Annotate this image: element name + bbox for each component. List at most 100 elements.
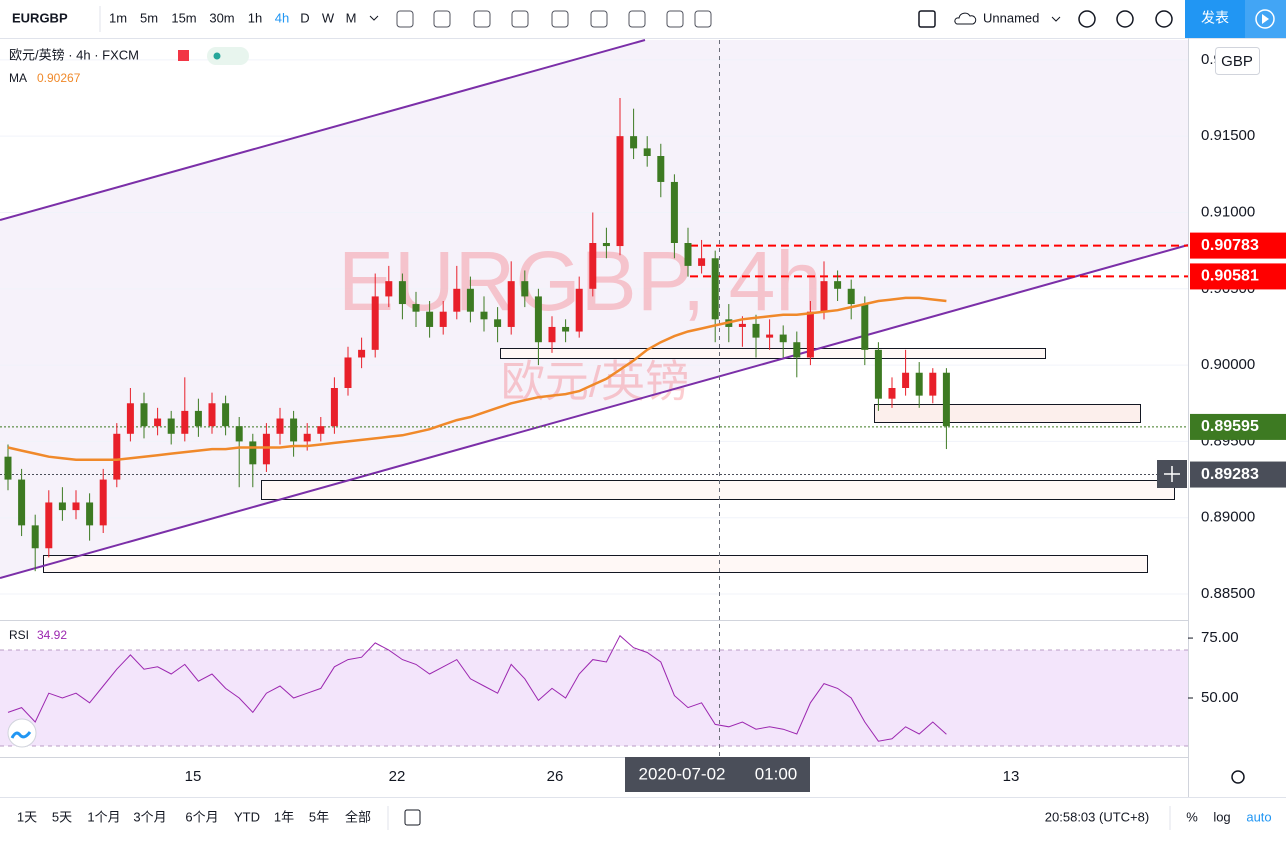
tool-icon[interactable] [433,10,451,28]
candle-body [426,311,434,327]
tool-icon[interactable] [551,10,569,28]
settings-icon[interactable] [1231,770,1245,784]
currency[interactable]: GBP [1221,53,1253,70]
symbol[interactable]: EURGBP [12,10,68,25]
tool-icon[interactable] [396,10,414,28]
tool-icon[interactable] [628,10,646,28]
interval-button[interactable]: D [300,10,309,25]
candle-body [303,433,311,442]
trend-line [0,39,646,221]
zone-rectangle [261,480,1175,500]
candle-body [466,288,474,312]
logo[interactable] [7,718,37,748]
candle-body [344,357,352,388]
price-tick-label: 0.88500 [1201,585,1255,602]
legend-flag [178,50,189,61]
interval-button[interactable]: W [322,10,335,25]
candle-body [181,410,189,434]
auto-toggle[interactable]: auto [1246,809,1271,824]
goto-date-icon[interactable] [404,809,421,826]
candle-body [480,311,488,320]
candle-body [385,281,393,297]
plot [0,98,1188,742]
candle-body [521,281,529,297]
candle-body [439,311,447,327]
cloud-icon[interactable] [954,12,977,25]
candle-body [738,323,746,327]
interval-button[interactable]: 5m [140,10,158,25]
price-label-box [1190,413,1286,440]
candle-body [167,418,175,434]
range-button[interactable]: 1个月 [87,809,120,824]
candle-body [820,281,828,312]
ma-label: MA [9,71,27,85]
percent-toggle[interactable]: % [1186,809,1198,824]
tool-icon[interactable] [1155,10,1173,28]
rsi-label: RSI [9,628,29,642]
date-label: 22 [389,768,406,785]
tool-icon[interactable] [511,10,529,28]
cursor-time: 01:00 [755,764,798,783]
replay-icon[interactable] [1255,9,1275,29]
ma-value: 0.90267 [37,71,81,85]
interval-menu[interactable] [369,15,379,21]
candle-body [262,433,270,465]
candle-body [915,372,923,396]
range-button[interactable]: 1年 [274,809,294,824]
candle-body [494,319,502,327]
publish-label[interactable]: 发表 [1201,10,1229,26]
price-label: 0.89283 [1201,466,1259,483]
interval-button[interactable]: 15m [171,10,196,25]
zone-rectangle [500,348,1046,359]
candle-body [562,326,570,332]
range-button[interactable]: YTD [234,809,260,824]
tool-icon[interactable] [694,10,712,28]
publish-button[interactable] [1185,0,1245,38]
tool-icon[interactable] [1116,10,1134,28]
range-button[interactable]: 1天 [17,809,37,824]
rsi-band [0,650,1188,746]
tool-icon[interactable] [590,10,608,28]
legend-title: 欧元/英镑 · 4h · FXCM [9,47,139,62]
price-label-box [1190,232,1286,259]
fullscreen-toggle[interactable] [918,10,936,28]
range-button[interactable]: 6个月 [185,809,218,824]
candle-body [616,136,624,247]
candle-body [575,288,583,332]
candle-body [99,479,107,526]
interval-button[interactable]: M [346,10,357,25]
range-button[interactable]: 5天 [52,809,72,824]
candle-body [358,349,366,358]
price-tick-label: 0.91000 [1201,203,1255,220]
tool-icon[interactable] [473,10,491,28]
candle-body [589,243,597,289]
candle-body [72,502,80,511]
candle-body [861,304,869,350]
tool-icon[interactable] [1078,10,1096,28]
rsi-value: 34.92 [37,628,67,642]
interval-button[interactable]: 1h [248,10,262,25]
rsi-tick-label: 75.00 [1201,629,1239,646]
candle-body [834,281,842,289]
trend-line [0,244,1189,579]
candle-body [630,136,638,149]
interval-button[interactable]: 4h [275,10,289,25]
currency-button[interactable] [1215,47,1260,75]
layout-name[interactable]: Unnamed [983,10,1039,25]
candle-body [45,502,53,549]
range-button[interactable]: 全部 [345,809,371,824]
candle-body [602,243,610,247]
tool-icon[interactable] [666,10,684,28]
candle-body [276,418,284,434]
interval-button[interactable]: 1m [109,10,127,25]
candle-body [154,418,162,427]
log-toggle[interactable]: log [1213,809,1230,824]
status-dot [213,52,221,60]
candle-body [507,281,515,327]
interval-button[interactable]: 30m [209,10,234,25]
layout-menu[interactable] [1051,16,1061,22]
range-button[interactable]: 5年 [309,809,329,824]
range-button[interactable]: 3个月 [133,809,166,824]
